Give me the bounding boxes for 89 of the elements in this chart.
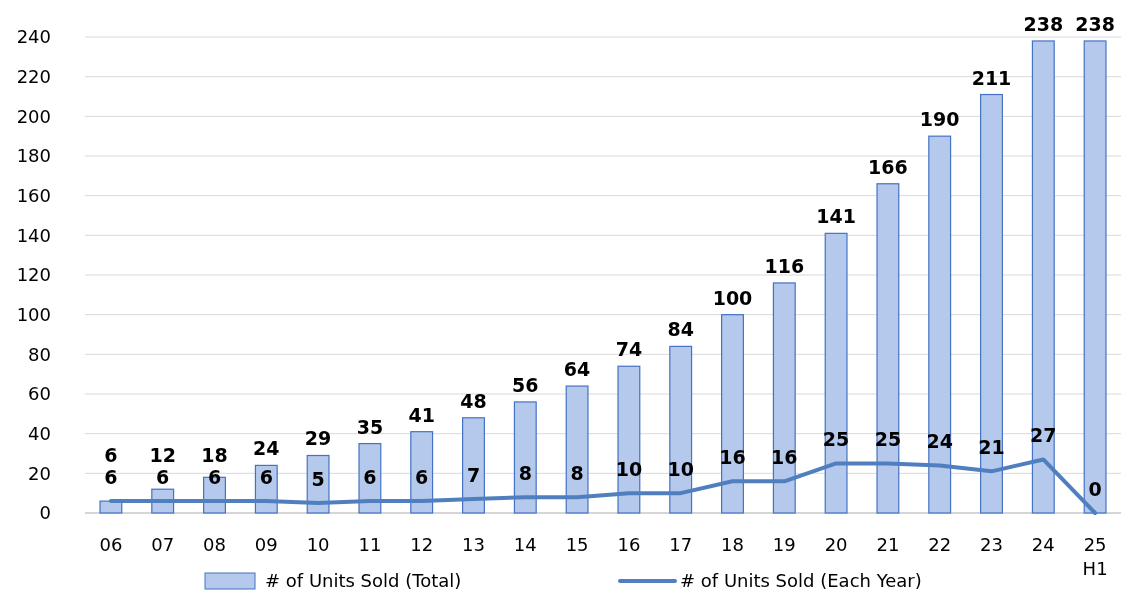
x-tick-label: 06 [99, 534, 123, 555]
data-label: 18 [201, 444, 228, 467]
bar [721, 314, 744, 514]
data-label: 100 [712, 286, 753, 309]
data-label: 12 [149, 444, 176, 467]
y-tick-label: 40 [28, 422, 51, 444]
bar [99, 500, 123, 514]
x-tick-label: 24 [1031, 534, 1055, 555]
data-label: 27 [1030, 424, 1057, 447]
y-tick-label: 160 [16, 184, 51, 206]
y-tick-label: 240 [16, 26, 51, 48]
y-tick-label: 0 [39, 502, 51, 524]
y-tick-label: 140 [16, 224, 51, 246]
bar [928, 135, 952, 514]
bar [1083, 40, 1107, 514]
y-tick-label: 220 [16, 65, 51, 87]
data-label: 166 [868, 155, 908, 178]
x-tick-label: 11 [358, 534, 382, 555]
bar [462, 417, 485, 514]
x-tick-label: 12 [410, 534, 434, 555]
x-tick-label: 22 [928, 534, 952, 555]
y-tick-label: 100 [16, 303, 51, 325]
bar [565, 385, 589, 514]
data-label: 29 [304, 427, 332, 450]
y-tick-label: 20 [28, 462, 51, 484]
x-tick-label: 10 [306, 534, 330, 555]
data-label: 0 [1088, 478, 1102, 500]
data-label: 6 [156, 466, 170, 489]
data-label: 238 [1023, 12, 1064, 35]
data-label: 211 [971, 66, 1012, 89]
data-label: 8 [518, 462, 532, 485]
bar [669, 345, 693, 514]
x-tick-label: 14 [513, 534, 537, 555]
bar [772, 282, 796, 514]
data-label: 190 [919, 108, 960, 131]
x-tick-label: 19 [772, 534, 796, 555]
data-label: 56 [512, 373, 539, 396]
x-tick-label: 17 [669, 534, 693, 555]
bar [980, 93, 1003, 514]
x-tick-label: 07 [151, 534, 175, 555]
data-label: 35 [356, 415, 384, 438]
y-tick-label: 60 [28, 383, 51, 405]
data-label: 74 [615, 338, 643, 361]
data-label: 10 [615, 458, 643, 481]
bar [876, 183, 900, 514]
x-tick-label: 20 [824, 534, 848, 555]
data-label: 10 [667, 458, 694, 481]
data-label: 25 [822, 428, 850, 451]
x-tick-label: 18 [721, 534, 744, 555]
x-tick-label: 09 [254, 534, 278, 555]
x-tick-label: 08 [203, 534, 226, 555]
data-label: 8 [570, 462, 584, 485]
x-tick-label: 21 [876, 534, 900, 555]
data-label: 41 [408, 403, 435, 426]
data-label: 6 [104, 466, 118, 489]
data-label: 24 [926, 430, 953, 453]
data-label: 6 [363, 466, 377, 489]
y-tick-label: 80 [28, 343, 51, 365]
data-label: 24 [253, 437, 280, 460]
data-label: 16 [719, 446, 746, 469]
x-tick-label: 13 [462, 534, 485, 555]
data-label: 16 [771, 446, 798, 469]
data-label: 48 [460, 389, 487, 412]
x-tick-label: 25 H1 [1082, 534, 1108, 579]
data-label: 6 [415, 466, 429, 489]
data-label: 238 [1075, 12, 1115, 35]
legend-label: # of Units Sold (Total) [265, 570, 462, 592]
data-label: 6 [259, 466, 273, 489]
x-tick-label: 16 [617, 534, 641, 555]
data-label: 7 [466, 464, 481, 487]
data-label: 25 [874, 428, 902, 451]
bar [1031, 40, 1055, 514]
bar [617, 365, 641, 514]
bar [824, 232, 848, 514]
data-label: 6 [104, 444, 118, 467]
data-label: 5 [311, 468, 325, 491]
x-tick-label: 23 [980, 534, 1003, 555]
data-label: 84 [667, 318, 694, 341]
data-label: 6 [207, 466, 222, 489]
y-tick-label: 180 [16, 145, 51, 167]
y-tick-label: 120 [16, 264, 51, 286]
bar [513, 401, 537, 514]
data-label: 141 [816, 205, 856, 228]
legend-label: # of Units Sold (Each Year) [680, 570, 922, 592]
data-label: 116 [764, 254, 805, 277]
data-label: 64 [563, 358, 591, 381]
data-label: 21 [978, 436, 1005, 459]
y-tick-label: 200 [16, 105, 51, 127]
x-tick-label: 15 [565, 534, 589, 555]
